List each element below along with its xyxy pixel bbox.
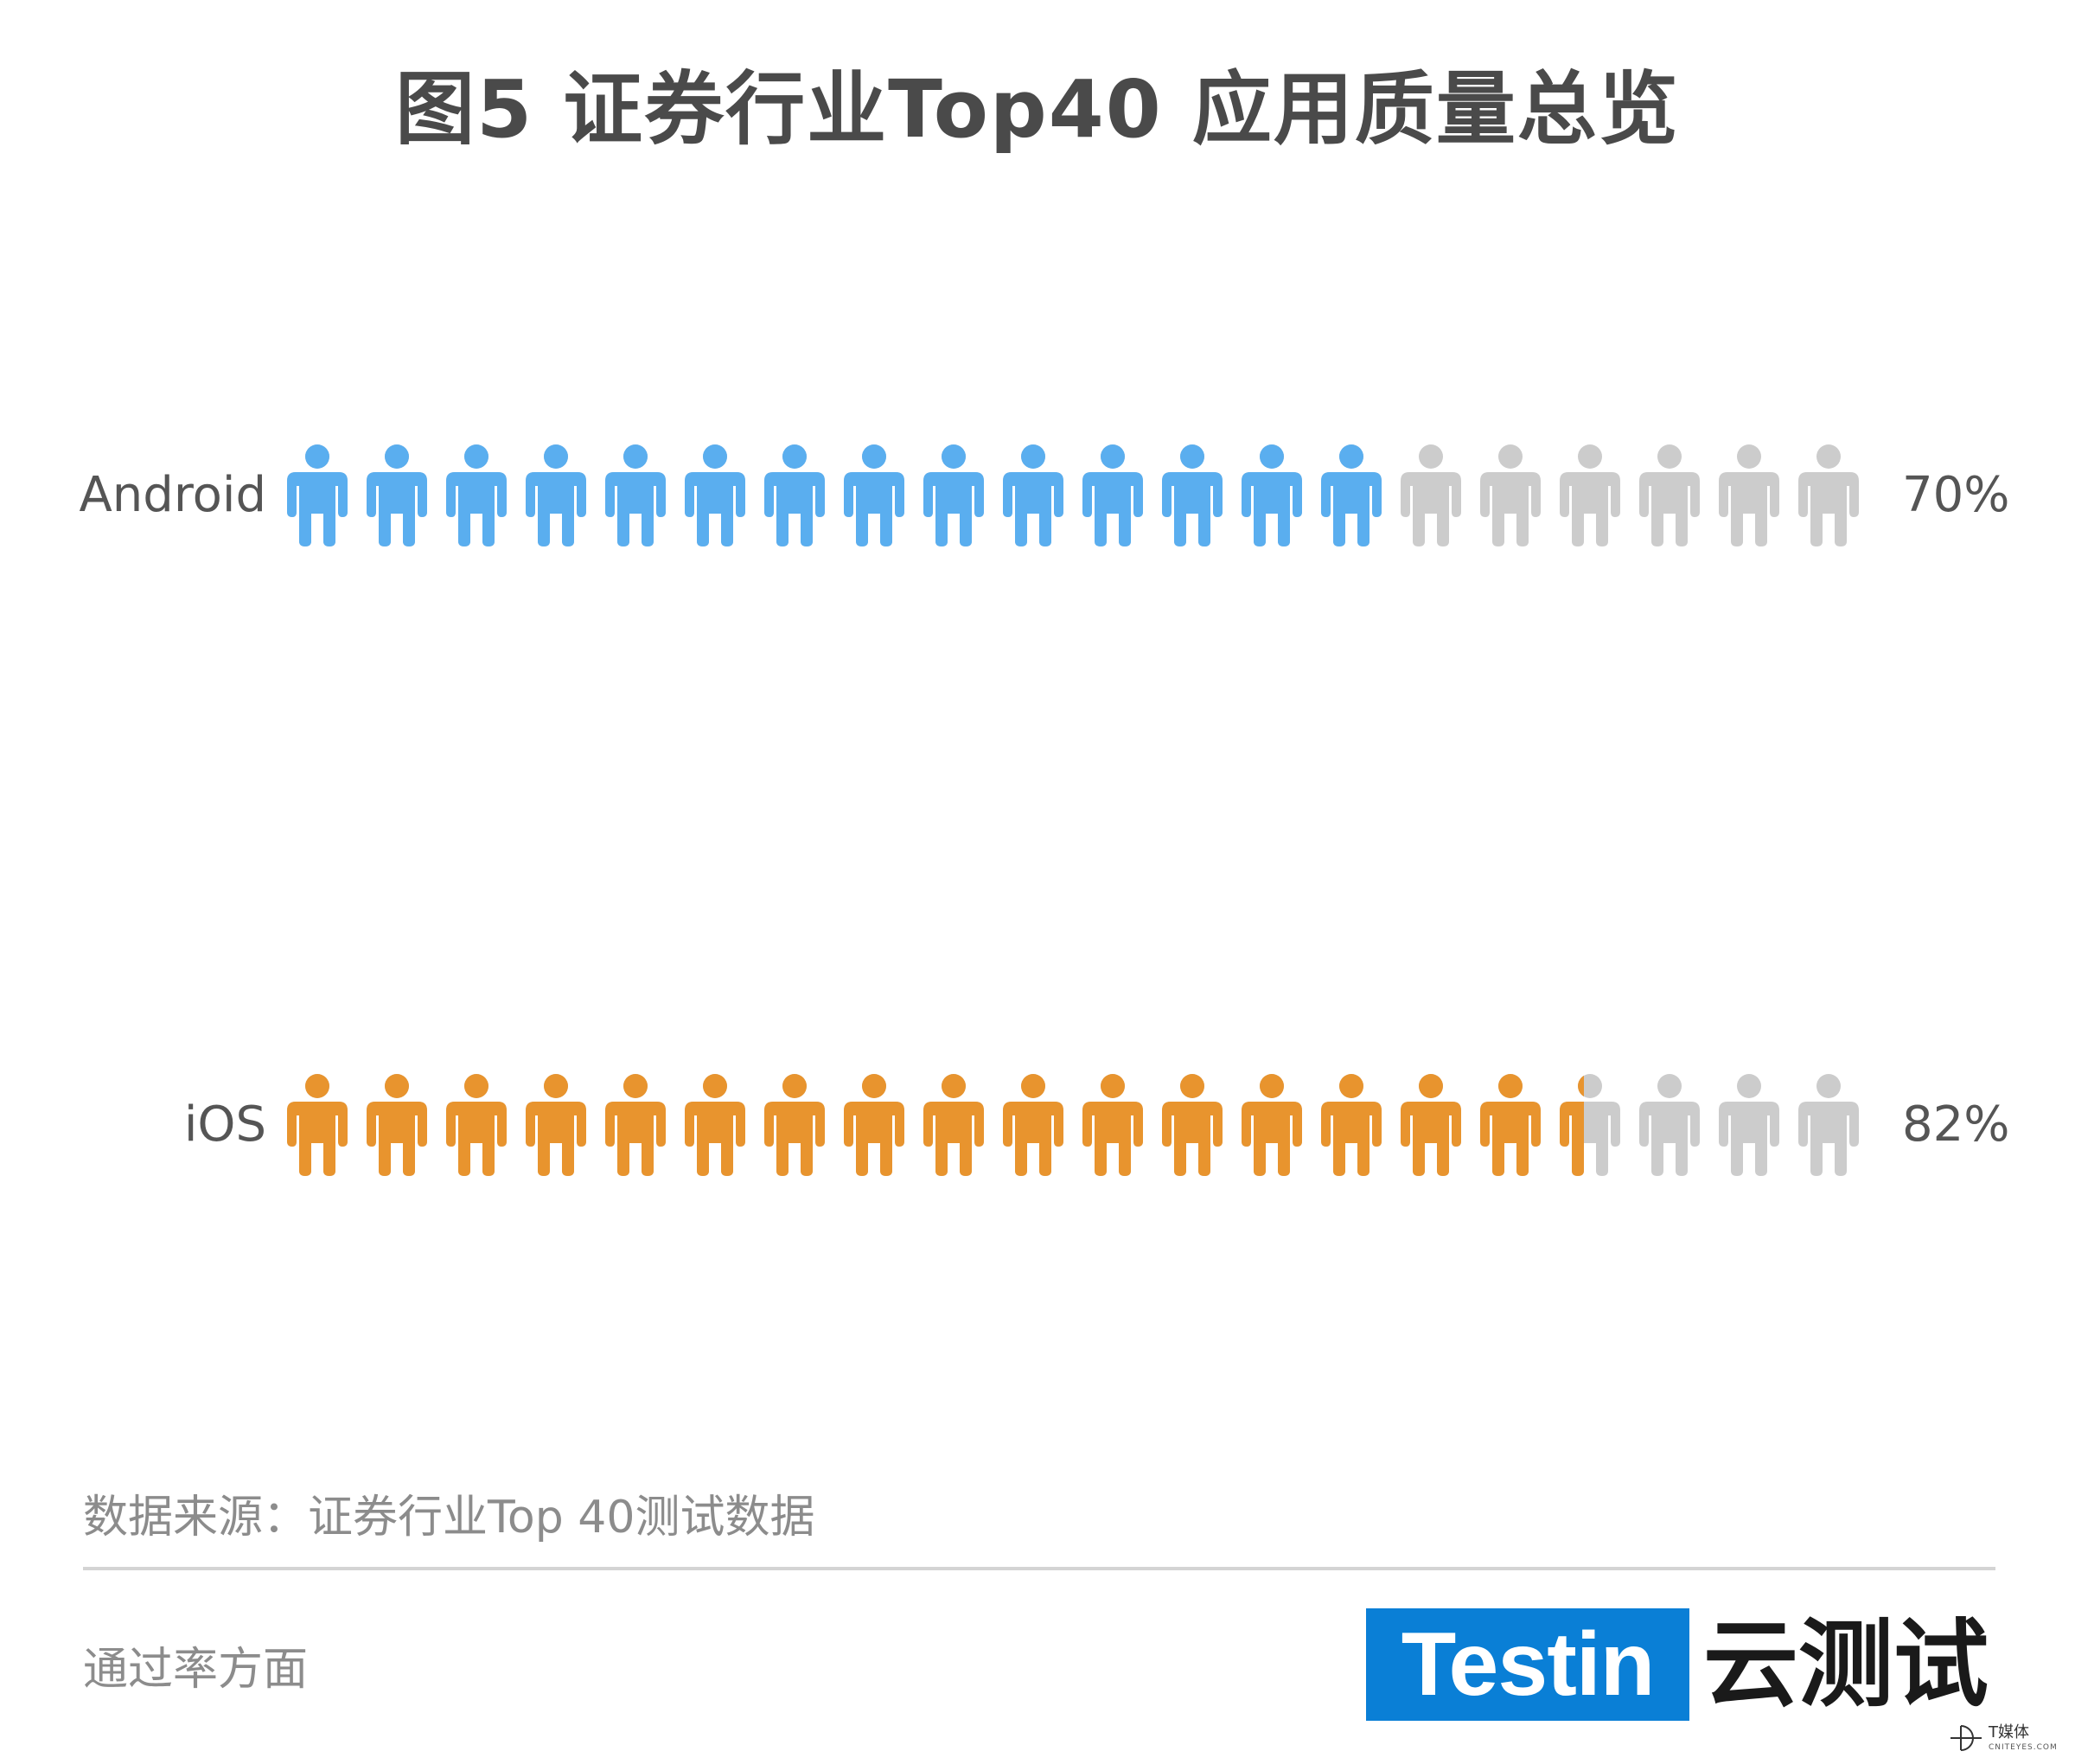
android-person-icon xyxy=(1719,444,1779,546)
android-person-icon xyxy=(1003,444,1063,546)
ios-person-icon xyxy=(1639,1074,1700,1176)
android-person-icon xyxy=(1798,444,1859,546)
watermark-subtext: CNITEYES.COM xyxy=(1989,1743,2058,1752)
ios-person-icon xyxy=(1003,1074,1063,1176)
testin-logo: Testin xyxy=(1366,1608,1689,1721)
ios-person-icon xyxy=(685,1074,745,1176)
ios-person-icon xyxy=(526,1074,586,1176)
android-person-icon xyxy=(844,444,904,546)
android-person-icon xyxy=(1639,444,1700,546)
ios-pictograph xyxy=(287,1074,1859,1176)
ios-person-icon xyxy=(446,1074,507,1176)
chart-title: 图5 证券行业Top40 应用质量总览 xyxy=(395,63,1680,156)
ios-value-label: 82% xyxy=(1902,1096,2010,1153)
ios-person-icon xyxy=(1401,1074,1461,1176)
ios-person-icon xyxy=(1242,1074,1302,1176)
android-icon-row xyxy=(287,439,1887,552)
ios-person-icon xyxy=(764,1074,825,1176)
ios-person-icon xyxy=(287,1074,348,1176)
android-pictograph xyxy=(287,444,1859,546)
ios-row: iOS 82% xyxy=(0,1069,2075,1181)
ios-person-icon xyxy=(923,1074,984,1176)
ios-person-icon xyxy=(1162,1074,1223,1176)
ios-person-icon xyxy=(844,1074,904,1176)
android-row: Android 70% xyxy=(0,439,2075,552)
android-person-icon xyxy=(526,444,586,546)
ios-person-icon xyxy=(1082,1074,1143,1176)
data-source-note: 数据来源：证券行业Top 40测试数据 xyxy=(83,1492,815,1544)
android-person-icon xyxy=(923,444,984,546)
android-person-icon xyxy=(1321,444,1382,546)
android-person-icon xyxy=(287,444,348,546)
android-person-icon xyxy=(1162,444,1223,546)
android-person-icon xyxy=(1242,444,1302,546)
android-value-label: 70% xyxy=(1902,467,2010,523)
watermark-logo-icon xyxy=(1950,1725,1982,1751)
watermark-text: T媒体 xyxy=(1989,1723,2029,1742)
footnote-text: 通过率方面 xyxy=(83,1644,309,1696)
footer-divider xyxy=(83,1567,1995,1570)
ios-person-icon xyxy=(1321,1074,1382,1176)
android-person-icon xyxy=(1560,444,1620,546)
android-person-icon xyxy=(605,444,666,546)
ios-person-icon xyxy=(1719,1074,1779,1176)
android-person-icon xyxy=(1480,444,1541,546)
ios-person-icon xyxy=(1480,1074,1541,1176)
android-person-icon xyxy=(764,444,825,546)
android-person-icon xyxy=(685,444,745,546)
android-person-icon xyxy=(446,444,507,546)
ios-label: iOS xyxy=(183,1096,266,1153)
ios-person-icon xyxy=(367,1074,427,1176)
android-person-icon xyxy=(1082,444,1143,546)
android-label: Android xyxy=(79,467,266,523)
android-person-icon xyxy=(367,444,427,546)
ios-icon-row xyxy=(287,1069,1887,1181)
android-person-icon xyxy=(1401,444,1461,546)
ios-person-icon xyxy=(1560,1074,1620,1176)
ios-person-icon xyxy=(605,1074,666,1176)
testin-logo-cn: 云测试 xyxy=(1703,1609,1989,1720)
ios-person-icon xyxy=(1798,1074,1859,1176)
